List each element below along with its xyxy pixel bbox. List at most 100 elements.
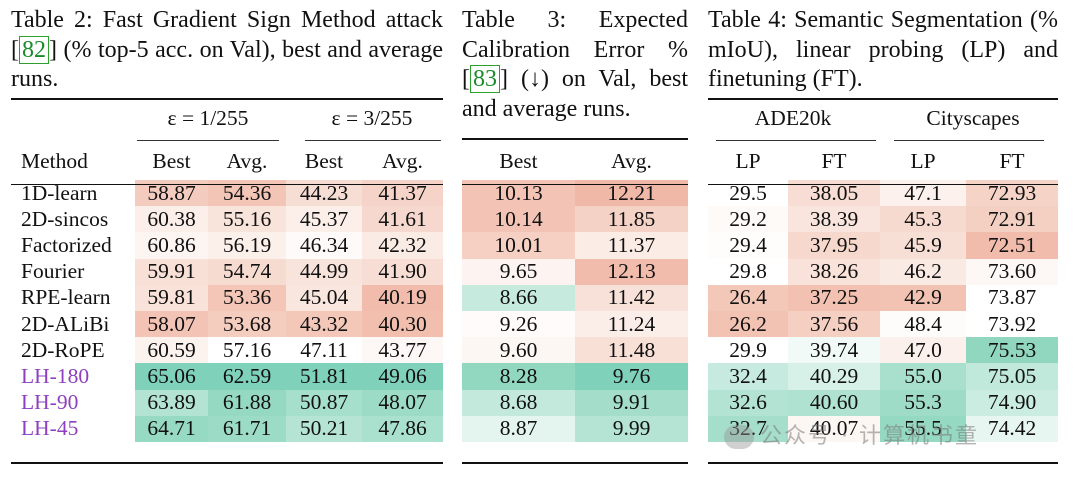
cmid-rule [305,140,441,141]
table-row: 29.2 38.39 45.3 72.91 [708,206,1058,233]
table2: Method Best Avg. Best Avg. 1D-learn 58.87… [11,142,443,442]
column-header-lp: LP [910,148,936,173]
table2-caption: Table 2: Fast Gradient Sign Method attac… [11,7,443,92]
table4: LP FT LP FT 29.5 38.05 47.1 72.93 29.2 38.39 4… [708,142,1058,442]
table3-panel: Table 3: Expected Calibration Error % [8… [462,6,688,464]
value-cell: 11.48 [575,337,688,364]
value-cell: 53.36 [208,284,286,311]
method-name-cell: 2D-RoPE [21,337,105,362]
table-row: Fourier 59.91 54.74 44.99 41.90 [11,258,443,285]
value-cell: 42.9 [880,284,966,311]
value-cell: 48.07 [362,389,443,416]
value-cell: 11.37 [575,232,688,259]
value-cell: 51.81 [286,363,362,390]
top-rule [462,138,688,140]
value-cell: 41.90 [362,258,443,285]
cmid-rule [137,140,279,141]
value-cell: 55.16 [208,206,286,233]
method-name-cell: 2D-ALiBi [21,311,110,336]
value-cell: 38.26 [788,258,880,285]
value-cell: 64.71 [135,415,208,442]
cmid-rule [716,140,876,141]
value-cell: 74.42 [966,415,1058,442]
header-rule [462,184,688,185]
value-cell: 26.4 [708,284,788,311]
value-cell: 40.29 [788,363,880,390]
table3-citation-link[interactable]: 83 [470,65,500,93]
method-name-cell: LH-45 [21,416,79,441]
group-header-eps3: ε = 3/255 [331,106,413,130]
value-cell: 44.99 [286,258,362,285]
column-header-ft: FT [999,148,1025,173]
value-cell: 57.16 [208,337,286,364]
value-cell: 62.59 [208,363,286,390]
table-row: 2D-sincos 60.38 55.16 45.37 41.61 [11,206,443,233]
value-cell: 61.88 [208,389,286,416]
table-row: 26.4 37.25 42.9 73.87 [708,284,1058,311]
value-cell: 59.91 [135,258,208,285]
value-cell: 55.0 [880,363,966,390]
value-cell: 12.13 [575,258,688,285]
value-cell: 63.89 [135,389,208,416]
value-cell: 73.60 [966,258,1058,285]
group-header-eps1: ε = 1/255 [167,106,249,130]
column-header-method: Method [21,148,88,173]
method-name-cell: Fourier [21,259,85,284]
table2-header-row: Method Best Avg. Best Avg. [11,142,443,180]
value-cell: 46.2 [880,258,966,285]
table3-caption: Table 3: Expected Calibration Error % [8… [462,7,688,122]
table-row: 32.7 40.07 55.5 74.42 [708,415,1058,442]
value-cell: 53.68 [208,310,286,338]
value-cell: 32.7 [708,415,788,442]
value-cell: 11.42 [575,284,688,311]
column-header-best: Best [499,148,538,173]
value-cell: 73.87 [966,284,1058,311]
value-cell: 39.74 [788,337,880,364]
bottom-rule [708,462,1058,464]
value-cell: 45.37 [286,206,362,233]
group-header-ade20k: ADE20k [754,106,832,130]
table-row: LH-180 65.06 62.59 51.81 49.06 [11,363,443,390]
value-cell: 56.19 [208,232,286,259]
table-row: 29.4 37.95 45.9 72.51 [708,232,1058,259]
value-cell: 58.07 [135,310,208,338]
value-cell: 55.5 [880,415,966,442]
table-row: 26.2 37.56 48.4 73.92 [708,310,1058,338]
value-cell: 60.86 [135,232,208,259]
value-cell: 46.34 [286,232,362,259]
column-header-lp: LP [735,148,761,173]
value-cell: 54.74 [208,258,286,285]
value-cell: 29.4 [708,232,788,259]
method-name-cell: Factorized [21,232,112,257]
value-cell: 47.11 [286,337,362,364]
value-cell: 40.07 [788,415,880,442]
value-cell: 8.68 [462,389,575,416]
table-row: RPE-learn 59.81 53.36 45.04 40.19 [11,284,443,311]
table-row: 29.8 38.26 46.2 73.60 [708,258,1058,285]
value-cell: 8.87 [462,415,575,442]
value-cell: 9.76 [575,363,688,390]
value-cell: 10.01 [462,232,575,259]
table4-header-row: LP FT LP FT [708,142,1058,180]
value-cell: 9.65 [462,258,575,285]
table3-header-row: Best Avg. [462,142,688,180]
value-cell: 48.4 [880,310,966,338]
value-cell: 75.53 [966,337,1058,364]
table2-citation-link[interactable]: 82 [19,35,49,64]
value-cell: 60.38 [135,206,208,233]
table4-panel: Table 4: Semantic Segmentation (% mIoU),… [708,6,1058,464]
value-cell: 9.91 [575,389,688,416]
value-cell: 45.3 [880,206,966,233]
table-row: 32.6 40.60 55.3 74.90 [708,389,1058,416]
header-rule [11,184,443,185]
value-cell: 26.2 [708,310,788,338]
value-cell: 11.24 [575,310,688,338]
table4-caption: Table 4: Semantic Segmentation (% mIoU),… [708,7,1058,92]
top-rule [11,98,443,100]
column-header-best: Best [152,148,191,173]
table-row: 8.66 11.42 [462,284,688,311]
table-row: 10.01 11.37 [462,232,688,259]
table3: Best Avg. 10.13 12.21 10.14 11.85 10.01 11.37… [462,142,688,442]
table-row: LH-90 63.89 61.88 50.87 48.07 [11,389,443,416]
value-cell: 45.9 [880,232,966,259]
